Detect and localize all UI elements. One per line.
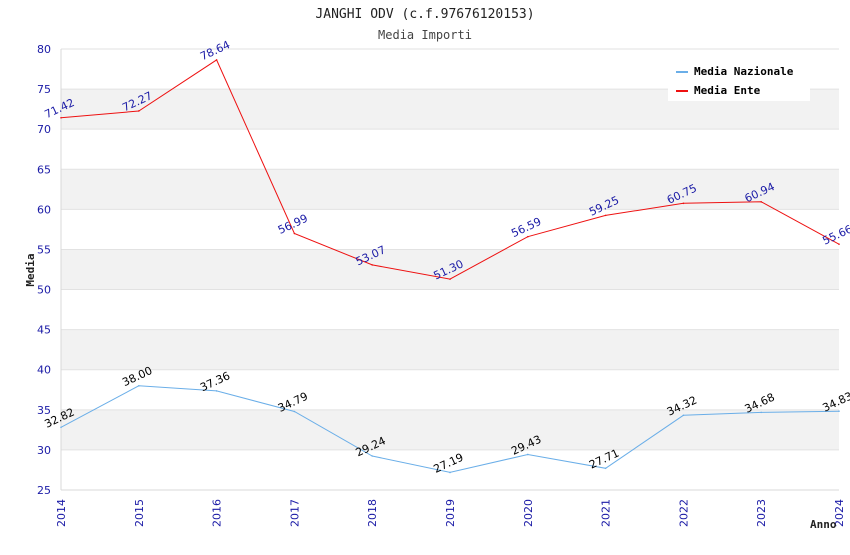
- data-point-media-nazionale: [60, 426, 62, 429]
- y-tick-label: 60: [37, 203, 51, 216]
- x-tick-label: 2015: [133, 499, 146, 527]
- y-tick-label: 75: [37, 83, 51, 96]
- data-point-media-nazionale: [371, 455, 374, 457]
- x-axis-ticks: 2014 2015 2016 2017 2018 2019 2020 2021 2022 2023…: [55, 499, 846, 527]
- data-point-media-nazionale: [682, 414, 685, 417]
- x-tick-label: 2016: [211, 499, 224, 527]
- chart-title: JANGHI ODV (c.f.97676120153): [315, 7, 534, 22]
- x-tick-label: 2017: [288, 499, 301, 527]
- data-point-media-nazionale: [527, 453, 529, 456]
- data-point-media-ente: [60, 116, 62, 119]
- y-tick-label: 35: [37, 404, 51, 417]
- y-tick-label: 25: [37, 484, 51, 497]
- y-tick-label: 70: [37, 123, 51, 136]
- grid-bands: [61, 89, 839, 450]
- data-point-media-ente: [293, 232, 296, 235]
- data-point-media-nazionale: [293, 410, 296, 413]
- legend: Media Nazionale Media Ente: [668, 60, 810, 101]
- legend-box: [668, 60, 810, 101]
- axes: [60, 49, 839, 491]
- y-tick-label: 50: [37, 284, 51, 297]
- data-point-media-nazionale: [215, 390, 218, 392]
- grid-band: [61, 329, 839, 370]
- series-lines: [60, 59, 840, 474]
- chart-subtitle: Media Importi: [378, 28, 472, 42]
- data-label-media-ente: 56.59: [509, 215, 543, 240]
- y-axis-ticks: 25 30 35 40 45 50 55 60 65 70 75 80: [37, 43, 51, 497]
- y-tick-label: 80: [37, 43, 51, 56]
- data-label-media-ente: 78.64: [198, 38, 232, 63]
- x-tick-label: 2018: [366, 499, 379, 527]
- x-tick-label: 2024: [833, 499, 846, 527]
- data-point-media-ente: [760, 201, 762, 203]
- data-point-media-ente: [527, 235, 529, 238]
- x-tick-label: 2020: [522, 499, 535, 527]
- grid-band: [61, 249, 839, 290]
- data-point-media-nazionale: [838, 410, 840, 412]
- data-point-media-ente: [682, 202, 685, 205]
- grid-band: [61, 169, 839, 210]
- y-tick-label: 45: [37, 324, 51, 337]
- data-point-media-nazionale: [449, 471, 451, 474]
- grid-band: [61, 409, 839, 450]
- data-label-media-ente: 56.99: [276, 212, 310, 237]
- gridlines: [61, 48, 839, 491]
- x-axis-label: Anno: [810, 518, 837, 531]
- legend-label-media-ente: Media Ente: [694, 84, 761, 97]
- data-point-media-nazionale: [760, 411, 762, 414]
- legend-label-media-nazionale: Media Nazionale: [694, 65, 794, 78]
- data-label-media-ente: 55.66: [820, 222, 850, 247]
- data-point-media-ente: [138, 110, 140, 112]
- data-point-media-ente: [371, 264, 374, 266]
- data-point-media-ente: [215, 59, 218, 61]
- y-tick-label: 40: [37, 364, 51, 377]
- data-point-media-ente: [838, 243, 840, 245]
- x-tick-label: 2019: [444, 499, 457, 527]
- data-point-media-ente: [449, 278, 451, 280]
- y-tick-label: 55: [37, 243, 51, 256]
- y-tick-label: 65: [37, 163, 51, 176]
- data-point-media-nazionale: [604, 467, 607, 470]
- data-point-media-ente: [604, 214, 607, 217]
- x-tick-label: 2022: [677, 499, 690, 527]
- y-axis-label: Media: [24, 253, 37, 286]
- x-tick-label: 2021: [600, 499, 613, 527]
- data-point-media-nazionale: [138, 384, 140, 387]
- x-tick-label: 2014: [55, 499, 68, 527]
- y-tick-label: 30: [37, 444, 51, 457]
- x-tick-label: 2023: [755, 499, 768, 527]
